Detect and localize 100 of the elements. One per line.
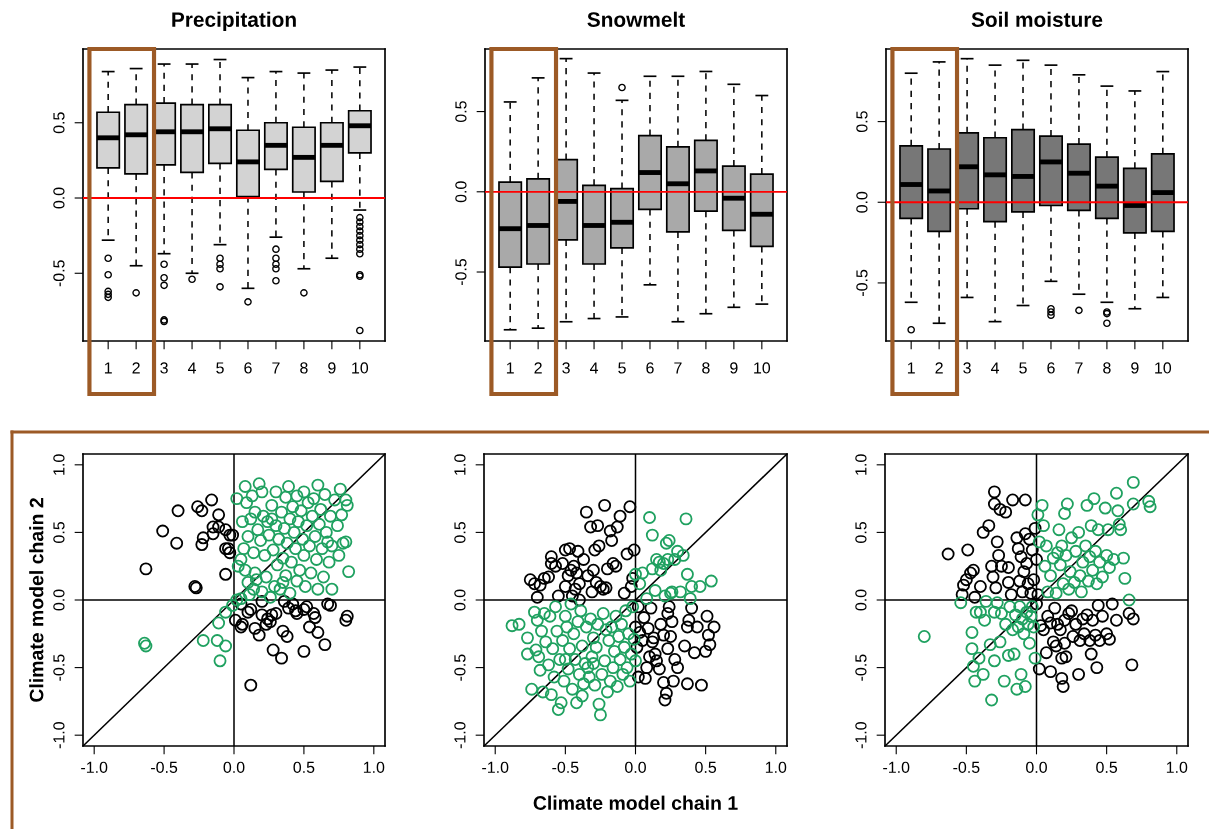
- x-tick-label: -0.5: [151, 761, 178, 774]
- point: [282, 601, 295, 615]
- y-tick-label: -0.5: [855, 654, 867, 681]
- y-tick-label: 0.0: [855, 589, 867, 611]
- x-tick-label: 1.0: [363, 761, 385, 774]
- x-tick-label: 7: [674, 362, 682, 374]
- point: [280, 630, 294, 643]
- x-axis-title: Climate model chain 1: [533, 795, 738, 810]
- y-tick-label: 1.0: [855, 454, 867, 475]
- point: [248, 621, 262, 635]
- x-tick-label: 5: [216, 362, 224, 374]
- point: [191, 500, 205, 514]
- point: [156, 524, 170, 538]
- x-tick-label: 10: [352, 362, 369, 374]
- chart-title: Precipitation: [172, 11, 296, 32]
- point: [276, 624, 290, 638]
- point: [266, 643, 280, 657]
- x-tick-label: 9: [1131, 362, 1139, 374]
- x-tick-label: 0.0: [1026, 761, 1047, 774]
- x-tick-label: 2: [132, 362, 140, 374]
- point: [265, 608, 279, 622]
- x-tick-label: 2: [935, 362, 943, 374]
- point: [297, 644, 311, 658]
- y-tick-label: 0.5: [855, 521, 867, 543]
- x-tick-label: 5: [1019, 362, 1027, 374]
- y-tick-label: 0.5: [856, 111, 868, 133]
- point: [219, 567, 233, 581]
- x-tick-label: -1.0: [81, 761, 108, 774]
- x-tick-label: 1: [907, 362, 915, 374]
- point: [206, 520, 220, 534]
- x-tick-label: 1.0: [1166, 761, 1188, 774]
- y-tick-label: -0.5: [455, 258, 467, 286]
- point: [212, 508, 226, 522]
- x-tick-label: 9: [328, 362, 336, 374]
- x-tick-label: -1.0: [883, 761, 910, 774]
- point: [212, 520, 226, 534]
- y-tick-label: 0.5: [454, 521, 466, 543]
- point: [205, 493, 219, 507]
- x-tick-label: 5: [618, 362, 626, 374]
- x-tick-label: 6: [1047, 362, 1055, 374]
- x-tick-label: -0.5: [953, 761, 980, 774]
- point: [219, 523, 233, 537]
- x-tick-label: 8: [300, 362, 308, 374]
- point: [139, 562, 153, 576]
- y-tick-label: 0.0: [856, 191, 868, 213]
- point: [318, 638, 332, 652]
- y-tick-label: 1.0: [53, 454, 65, 475]
- y-tick-label: -0.5: [856, 269, 868, 296]
- x-tick-label: 3: [963, 362, 971, 374]
- x-tick-label: 0.5: [695, 761, 717, 774]
- x-tick-label: 3: [160, 362, 168, 374]
- y-tick-label: -0.5: [454, 654, 466, 681]
- x-tick-label: 4: [187, 362, 197, 374]
- x-tick-label: 10: [754, 362, 771, 374]
- point: [255, 594, 269, 608]
- x-tick-label: 7: [272, 362, 280, 374]
- point: [195, 504, 209, 518]
- point: [277, 594, 291, 608]
- point: [275, 651, 288, 665]
- x-tick-label: 0.5: [1096, 761, 1118, 774]
- y-tick-label: 0.0: [454, 589, 466, 611]
- x-tick-label: -1.0: [482, 761, 509, 774]
- point: [339, 613, 353, 627]
- point: [170, 536, 184, 550]
- y-tick-label: -1.0: [454, 722, 466, 749]
- y-tick-label: -0.5: [53, 260, 65, 287]
- chart-title: Soil moisture: [971, 11, 1103, 27]
- point: [308, 611, 322, 625]
- point: [223, 546, 237, 560]
- y-tick-label: 0.0: [53, 589, 65, 611]
- x-tick-label: 9: [730, 362, 738, 374]
- point: [255, 608, 269, 622]
- point: [340, 609, 354, 623]
- x-tick-label: 0.0: [625, 761, 646, 774]
- x-tick-label: 1: [104, 362, 112, 374]
- point: [234, 597, 248, 611]
- x-tick-label: 3: [562, 362, 570, 374]
- y-tick-label: 0.5: [455, 101, 467, 123]
- x-tick-label: 0.0: [223, 761, 245, 774]
- x-tick-label: 8: [702, 362, 710, 374]
- y-tick-label: 0.5: [53, 112, 65, 134]
- x-tick-label: 4: [990, 362, 1000, 374]
- x-tick-label: 2: [534, 362, 542, 374]
- point: [171, 504, 185, 518]
- y-axis-title: Climate model chain 2: [29, 498, 44, 702]
- y-tick-label: -1.0: [53, 722, 65, 749]
- point: [206, 527, 220, 541]
- x-tick-label: -0.5: [552, 761, 579, 774]
- x-tick-label: 10: [1155, 362, 1172, 374]
- x-tick-label: 6: [646, 362, 654, 374]
- y-tick-label: 0.5: [53, 521, 65, 543]
- point: [228, 613, 242, 627]
- y-tick-label: 0.0: [455, 181, 467, 203]
- point: [303, 620, 316, 634]
- point: [195, 538, 209, 552]
- x-tick-label: 1.0: [765, 761, 787, 774]
- point: [259, 617, 273, 631]
- y-tick-label: -1.0: [855, 722, 867, 749]
- x-tick-label: 0.5: [293, 761, 315, 774]
- x-tick-label: 7: [1075, 362, 1083, 374]
